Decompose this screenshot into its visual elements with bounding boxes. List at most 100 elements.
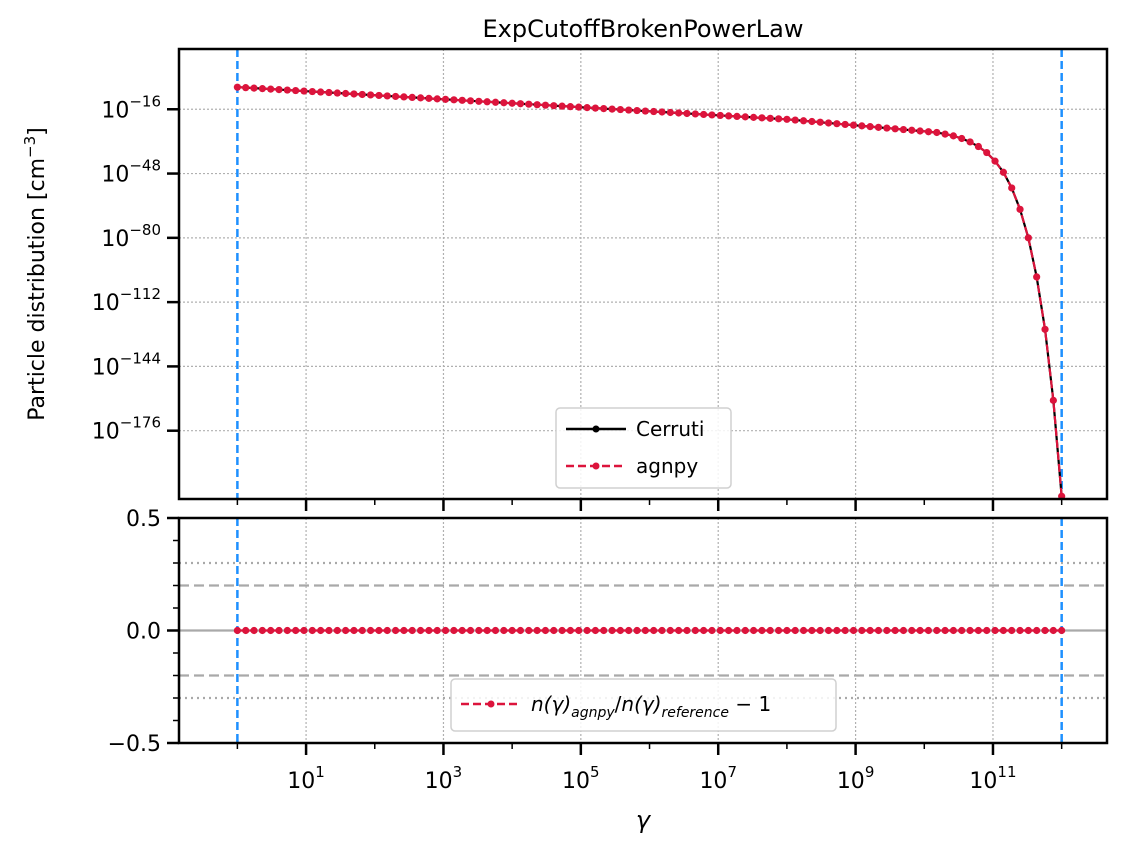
ratio-point — [600, 626, 608, 635]
agnpy-point — [916, 127, 924, 135]
bottom-xlabel: γ — [636, 806, 652, 834]
ratio-point — [483, 626, 491, 635]
agnpy-point — [883, 124, 891, 132]
bottom-x-tick-label: 107 — [699, 763, 737, 794]
agnpy-point — [691, 110, 699, 118]
ratio-point — [625, 626, 633, 635]
ratio-point — [774, 626, 783, 635]
agnpy-point — [300, 87, 308, 95]
agnpy-point — [725, 112, 733, 120]
agnpy-point — [475, 97, 483, 105]
agnpy-point — [824, 119, 833, 127]
agnpy-point — [292, 86, 300, 95]
top-x-ticks — [236, 499, 1063, 511]
agnpy-point — [242, 84, 250, 92]
chart-title: ExpCutoffBrokenPowerLaw — [483, 15, 804, 43]
bottom-y-tick-label: −0.5 — [108, 732, 161, 757]
ratio-point — [766, 626, 774, 635]
agnpy-point — [533, 101, 541, 109]
ratio-point — [416, 626, 425, 635]
legend-ratio-label: n(γ)agnpy/n(γ)reference − 1 — [531, 692, 771, 721]
bottom-x-tick-label: 1011 — [969, 763, 1016, 794]
ratio-point — [999, 626, 1007, 635]
ratio-point — [899, 626, 908, 635]
agnpy-point — [899, 125, 908, 134]
ratio-point — [400, 626, 408, 635]
agnpy-point — [749, 113, 758, 121]
ratio-point — [966, 626, 974, 635]
top-y-tick-label: 10−48 — [101, 157, 161, 188]
ratio-point — [641, 626, 649, 635]
ratio-point — [650, 626, 658, 635]
bottom-y-tick-label: 0.5 — [126, 507, 161, 532]
ratio-point — [991, 626, 999, 635]
legend-ratio-slash: / — [615, 692, 622, 716]
ratio-point — [525, 626, 533, 635]
agnpy-point — [250, 84, 258, 92]
ratio-point — [275, 626, 283, 635]
agnpy-point — [641, 107, 649, 115]
agnpy-point — [949, 132, 958, 140]
legend-agnpy-label: agnpy — [636, 454, 698, 478]
agnpy-point — [658, 108, 666, 116]
agnpy-point — [774, 115, 783, 123]
ratio-point — [433, 626, 441, 635]
ratio-point — [583, 626, 591, 635]
agnpy-point — [466, 97, 475, 105]
agnpy-point — [924, 128, 933, 136]
legend-ratio-tail: − 1 — [729, 692, 771, 716]
agnpy-point — [816, 118, 824, 126]
agnpy-point — [441, 95, 450, 103]
legend-ratio-b-sub: reference — [662, 705, 729, 721]
ratio-point — [375, 626, 383, 635]
agnpy-point — [616, 105, 625, 114]
ratio-point — [874, 626, 883, 635]
agnpy-point — [283, 86, 291, 94]
agnpy-point — [608, 105, 616, 113]
agnpy-point — [849, 121, 858, 129]
top-y-ticks: 10−16 10−48 10−80 10−112 10−144 10−176 — [92, 92, 179, 445]
ratio-point — [1041, 626, 1049, 635]
agnpy-point — [383, 92, 391, 100]
ratio-point — [616, 626, 624, 635]
ratio-point — [533, 626, 541, 635]
ratio-point — [816, 626, 824, 635]
agnpy-point — [1024, 234, 1032, 242]
agnpy-point — [866, 123, 874, 131]
agnpy-point — [1008, 184, 1016, 192]
agnpy-point — [566, 103, 574, 111]
agnpy-point — [508, 99, 516, 107]
ratio-point — [824, 626, 833, 635]
agnpy-point — [600, 105, 608, 113]
agnpy-point — [625, 106, 633, 114]
ratio-point — [550, 626, 558, 635]
ratio-point — [450, 626, 458, 635]
ratio-point — [408, 626, 416, 635]
agnpy-point — [391, 92, 400, 101]
ratio-point — [383, 626, 391, 635]
agnpy-point — [799, 117, 808, 125]
ratio-point — [683, 626, 691, 635]
ratio-point — [458, 626, 466, 635]
ratio-point — [516, 626, 525, 635]
agnpy-point — [591, 104, 600, 112]
agnpy-line — [237, 86, 1063, 497]
agnpy-point — [666, 108, 674, 117]
ratio-point — [725, 626, 733, 635]
agnpy-point — [766, 114, 774, 122]
ratio-point — [849, 626, 858, 635]
ratio-point — [708, 626, 716, 635]
legend-cerruti-label: Cerruti — [636, 417, 704, 441]
ratio-point — [391, 626, 400, 635]
agnpy-point — [258, 85, 266, 93]
ratio-point — [608, 626, 616, 635]
ylabel-text: Particle distribution [cm — [25, 158, 50, 421]
ratio-point — [741, 626, 749, 635]
ratio-point — [367, 626, 375, 635]
bottom-x-tick-label: 103 — [425, 763, 463, 794]
ratio-point — [242, 626, 250, 635]
ratio-point — [916, 626, 924, 635]
ratio-point — [466, 626, 475, 635]
agnpy-point — [308, 87, 316, 96]
agnpy-point — [342, 89, 350, 98]
